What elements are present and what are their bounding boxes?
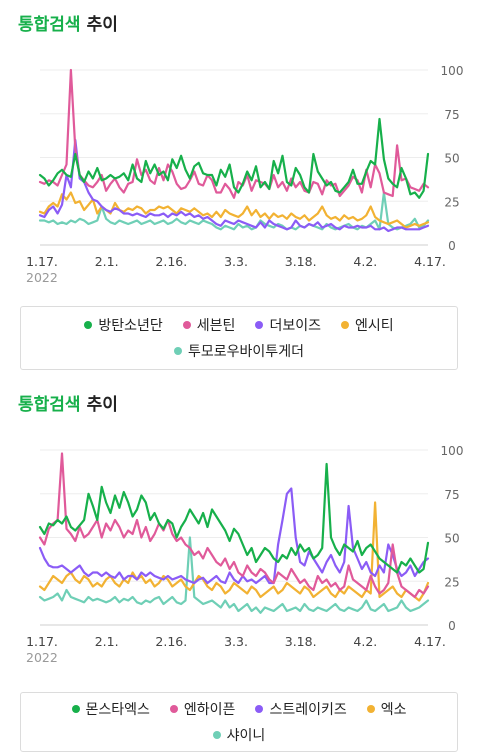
legend-dot	[255, 705, 264, 713]
series-line[interactable]	[38, 487, 430, 585]
y-tick-label: 25	[444, 195, 459, 209]
legend-label: 스트레이키즈	[269, 702, 347, 718]
series-line[interactable]	[38, 501, 430, 602]
series-line[interactable]	[38, 117, 430, 199]
legend-item[interactable]: 몬스타엑스	[71, 699, 150, 719]
x-tick-label: 3.18.	[285, 634, 317, 649]
x-tick-label: 3.18.	[285, 254, 317, 269]
y-tick-label: 50	[444, 532, 459, 546]
legend-label: 엔하이픈	[183, 702, 236, 718]
legend-dot	[169, 705, 178, 713]
line-chart-1[interactable]: 0 25 50 75 100 1.17. 2.1. 2.16. 3.3. 3.18. 4.2. 4.1…	[0, 0, 480, 300]
legend-label: 샤이니	[226, 728, 266, 744]
legend-label: 엔시티	[354, 318, 394, 334]
legend-dot	[255, 321, 264, 329]
y-tick-label: 0	[448, 619, 456, 633]
legend-label: 몬스타엑스	[85, 702, 150, 718]
y-tick-label: 50	[444, 152, 459, 166]
x-year-label: 2022	[26, 650, 58, 665]
legend-item[interactable]: 방탄소년단	[84, 315, 163, 335]
legend-label: 엑소	[380, 702, 407, 718]
panel-title: 통합검색 추이	[18, 10, 118, 35]
x-tick-label: 2.16.	[155, 634, 187, 649]
legend-dot	[340, 321, 349, 329]
series-line[interactable]	[38, 462, 430, 574]
legend-dot	[174, 347, 183, 355]
x-tick-label: 3.3.	[224, 634, 248, 649]
x-tick-label: 3.3.	[224, 254, 248, 269]
x-tick-label: 4.17.	[414, 254, 446, 269]
legend-label: 방탄소년단	[98, 318, 163, 334]
legend-label: 더보이즈	[269, 318, 321, 334]
series-line[interactable]	[38, 536, 430, 614]
legend-dot	[182, 321, 191, 329]
y-tick-label: 25	[444, 575, 459, 589]
x-tick-label: 4.17.	[414, 634, 446, 649]
x-tick-label: 1.17.	[26, 634, 58, 649]
series-line[interactable]	[38, 452, 430, 599]
legend-item[interactable]: 엔하이픈	[169, 699, 236, 719]
series-line[interactable]	[38, 68, 430, 199]
x-year-label: 2022	[26, 270, 58, 285]
panel-title-rest: 추이	[86, 395, 118, 415]
y-tick-label: 75	[444, 108, 459, 122]
y-tick-label: 0	[448, 239, 456, 253]
panel-title: 통합검색 추이	[18, 390, 118, 415]
legend-label: 세븐틴	[196, 318, 236, 334]
legend-item[interactable]: 엔시티	[340, 315, 394, 335]
trend-panel-2: 통합검색 추이 0 25 50 75 100 1.17. 2.1. 2.16. 3.3. 3.18.…	[0, 380, 480, 752]
legend-dot	[84, 321, 93, 329]
x-tick-label: 2.1.	[95, 634, 119, 649]
panel-title-rest: 추이	[86, 15, 118, 35]
legend-item[interactable]: 샤이니	[212, 725, 266, 745]
panel-title-accent: 통합검색	[18, 395, 81, 415]
trend-panel-1: 통합검색 추이 0 25 50 75 100 1.17. 2.1. 2.16. 3.3. 3.18.…	[0, 0, 480, 370]
legend-label: 투모로우바이투게더	[188, 344, 304, 360]
y-tick-label: 100	[441, 444, 464, 458]
x-tick-label: 4.2.	[353, 254, 377, 269]
series-line[interactable]	[38, 138, 430, 233]
line-chart-2[interactable]: 0 25 50 75 100 1.17. 2.1. 2.16. 3.3. 3.18. 4.2. 4.1…	[0, 380, 480, 680]
legend-item[interactable]: 더보이즈	[255, 315, 321, 335]
legend-dot	[366, 705, 375, 713]
legend-item[interactable]: 투모로우바이투게더	[174, 341, 304, 361]
panel-title-accent: 통합검색	[18, 15, 81, 35]
x-tick-label: 2.1.	[95, 254, 119, 269]
x-tick-label: 2.16.	[155, 254, 187, 269]
legend-dot	[71, 705, 80, 713]
series-line[interactable]	[38, 191, 430, 231]
x-tick-label: 1.17.	[26, 254, 58, 269]
legend-item[interactable]: 스트레이키즈	[255, 699, 347, 719]
legend-item[interactable]: 세븐틴	[182, 315, 236, 335]
y-tick-label: 100	[441, 64, 464, 78]
x-tick-label: 4.2.	[353, 634, 377, 649]
legend-item[interactable]: 엑소	[366, 699, 407, 719]
legend-dot	[212, 731, 221, 739]
y-tick-label: 75	[444, 488, 459, 502]
